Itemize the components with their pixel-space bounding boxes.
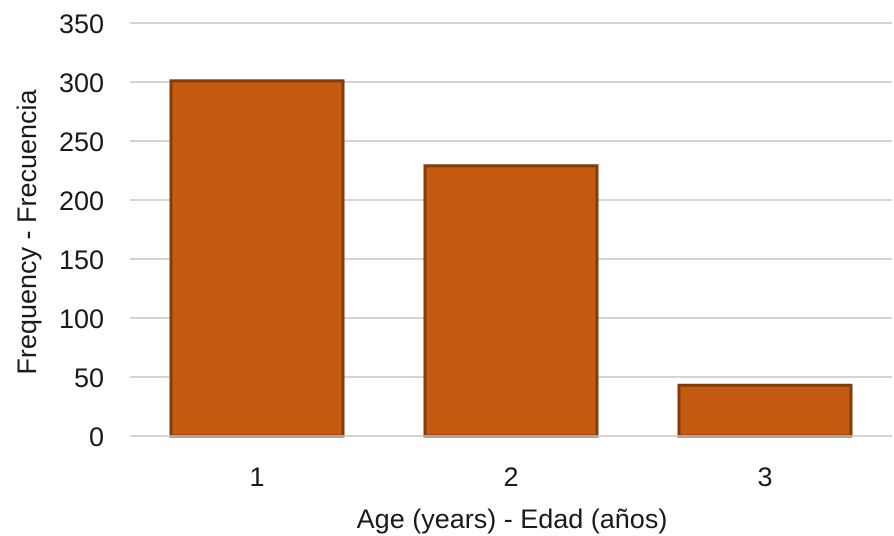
y-tick-label: 300 (59, 68, 104, 98)
y-axis-title: Frequency - Frecuencia (12, 88, 42, 374)
y-tick-label: 250 (59, 127, 104, 157)
y-tick-label: 200 (59, 186, 104, 216)
bar-1 (169, 79, 345, 438)
x-tick-label: 3 (757, 462, 772, 492)
y-tick-label: 50 (74, 363, 104, 393)
y-tick-label: 100 (59, 304, 104, 334)
x-axis-title: Age (years) - Edad (años) (357, 504, 668, 534)
bar-3 (677, 383, 853, 438)
y-tick-label: 350 (59, 9, 104, 39)
x-tick-label: 2 (503, 462, 518, 492)
bar-2 (423, 164, 599, 438)
y-tick-label: 150 (59, 245, 104, 275)
x-tick-label: 1 (249, 462, 264, 492)
y-axis-ticks: 0 50 100 150 200 250 300 350 (59, 9, 104, 452)
y-tick-label: 0 (89, 422, 104, 452)
x-axis-ticks: 1 2 3 (249, 462, 772, 492)
